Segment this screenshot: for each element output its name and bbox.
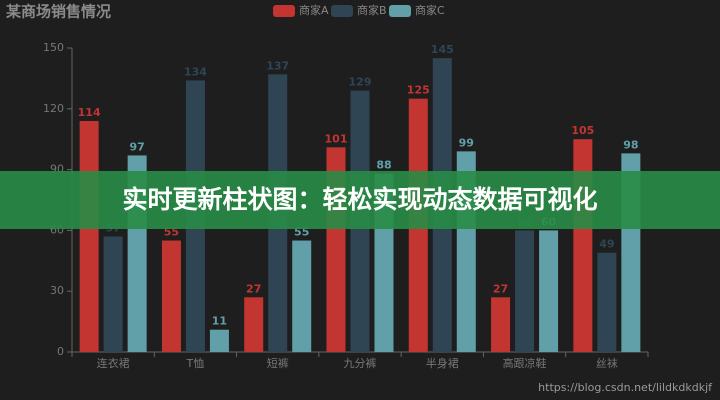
y-tick-label: 30 <box>50 284 64 297</box>
bar <box>244 297 264 352</box>
y-tick-label: 120 <box>43 102 64 115</box>
bar <box>292 240 312 352</box>
bar <box>103 236 123 352</box>
value-label: 101 <box>325 132 348 145</box>
legend-swatch <box>331 5 353 17</box>
legend-swatch <box>389 5 411 17</box>
bar <box>209 329 229 352</box>
value-label: 98 <box>623 138 638 151</box>
value-label: 99 <box>459 136 474 149</box>
value-label: 27 <box>493 282 508 295</box>
x-tick-label: 丝袜 <box>596 356 618 370</box>
legend-label: 商家A <box>299 3 329 17</box>
value-label: 134 <box>184 65 207 78</box>
bar <box>79 120 99 353</box>
value-label: 97 <box>129 140 144 153</box>
bar <box>597 252 617 352</box>
value-label: 49 <box>599 238 614 251</box>
value-label: 27 <box>246 282 261 295</box>
bar <box>161 240 181 352</box>
y-tick-label: 150 <box>43 41 64 54</box>
legend-swatch <box>273 5 295 17</box>
legend-label: 商家B <box>357 3 387 17</box>
value-label: 11 <box>212 315 227 328</box>
value-label: 105 <box>571 124 594 137</box>
banner-text: 实时更新柱状图：轻松实现动态数据可视化 <box>122 185 597 214</box>
x-tick-label: T恤 <box>186 357 205 370</box>
legend-label: 商家C <box>415 3 445 17</box>
value-label: 88 <box>376 159 391 172</box>
x-tick-label: 高跟凉鞋 <box>503 356 547 370</box>
chart-title: 某商场销售情况 <box>6 3 111 21</box>
value-label: 145 <box>431 43 454 56</box>
bar <box>491 297 511 352</box>
x-tick-label: 连衣裙 <box>97 356 130 370</box>
bar <box>539 230 559 352</box>
value-label: 125 <box>407 84 430 97</box>
bar <box>515 230 535 352</box>
x-tick-label: 九分裤 <box>344 356 377 370</box>
value-label: 129 <box>349 76 372 89</box>
watermark: https://blog.csdn.net/lildkdkdkjf <box>538 381 713 394</box>
x-tick-label: 短裤 <box>267 356 289 370</box>
y-tick-label: 0 <box>57 345 64 358</box>
value-label: 137 <box>266 59 289 72</box>
banner-bg <box>0 171 720 229</box>
x-tick-label: 半身裙 <box>426 356 459 370</box>
value-label: 114 <box>78 106 101 119</box>
